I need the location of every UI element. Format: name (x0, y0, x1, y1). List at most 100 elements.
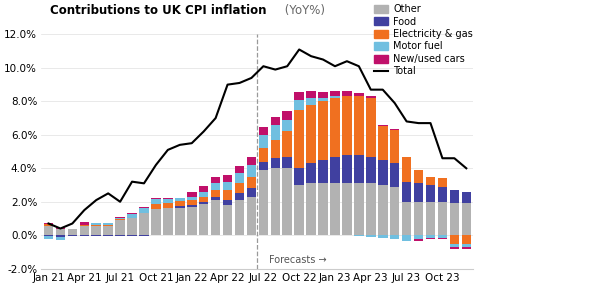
Bar (103, 226, 113, 235)
Bar (115, 220, 125, 235)
Bar (67, 228, 77, 229)
Bar (139, 207, 149, 208)
Bar (307, 183, 316, 235)
Bar (235, 183, 244, 193)
Bar (366, 96, 376, 98)
Bar (461, 244, 471, 247)
Bar (330, 157, 340, 183)
Bar (56, 228, 65, 229)
Bar (307, 105, 316, 163)
Bar (151, 209, 161, 235)
Bar (259, 148, 268, 162)
Bar (390, 187, 399, 235)
Bar (414, 183, 423, 202)
Bar (366, 157, 376, 183)
Bar (271, 140, 280, 158)
Bar (199, 204, 208, 235)
Bar (67, 229, 77, 235)
Bar (378, 160, 387, 185)
Bar (450, 244, 459, 247)
Bar (438, 178, 447, 187)
Bar (223, 200, 232, 205)
Bar (271, 158, 280, 168)
Bar (438, 187, 447, 202)
Bar (294, 92, 304, 100)
Bar (426, 235, 435, 238)
Bar (438, 202, 447, 235)
Bar (175, 198, 185, 201)
Bar (402, 235, 412, 241)
Bar (318, 101, 328, 160)
Bar (127, 235, 137, 236)
Bar (211, 200, 220, 235)
Bar (414, 235, 423, 239)
Bar (330, 96, 340, 98)
Bar (402, 157, 412, 182)
Bar (115, 235, 125, 236)
Bar (438, 238, 447, 239)
Bar (402, 182, 412, 202)
Bar (211, 197, 220, 200)
Bar (259, 162, 268, 170)
Bar (318, 98, 328, 101)
Bar (211, 177, 220, 183)
Bar (175, 208, 185, 235)
Bar (127, 214, 137, 218)
Bar (307, 98, 316, 105)
Bar (282, 157, 292, 168)
Bar (246, 197, 256, 235)
Bar (56, 235, 65, 237)
Bar (450, 203, 459, 235)
Bar (211, 183, 220, 190)
Bar (163, 198, 172, 199)
Bar (246, 188, 256, 197)
Bar (259, 127, 268, 135)
Bar (103, 235, 113, 236)
Bar (139, 213, 149, 214)
Bar (426, 177, 435, 185)
Bar (235, 193, 244, 200)
Bar (80, 235, 89, 236)
Bar (426, 202, 435, 235)
Bar (92, 226, 101, 235)
Bar (414, 239, 423, 241)
Bar (115, 217, 125, 218)
Bar (127, 218, 137, 235)
Bar (271, 117, 280, 125)
Bar (294, 168, 304, 185)
Bar (80, 225, 89, 226)
Bar (366, 98, 376, 157)
Bar (187, 205, 197, 207)
Bar (282, 131, 292, 157)
Bar (151, 199, 161, 204)
Bar (378, 185, 387, 235)
Bar (390, 130, 399, 163)
Bar (330, 183, 340, 235)
Bar (461, 203, 471, 235)
Bar (44, 236, 53, 239)
Bar (318, 183, 328, 235)
Bar (44, 224, 53, 226)
Bar (199, 186, 208, 192)
Bar (187, 197, 197, 200)
Bar (163, 203, 172, 208)
Bar (175, 197, 185, 198)
Bar (223, 205, 232, 235)
Bar (199, 197, 208, 202)
Bar (259, 170, 268, 235)
Bar (378, 235, 387, 238)
Bar (103, 223, 113, 224)
Bar (330, 98, 340, 157)
Bar (354, 96, 364, 155)
Bar (461, 192, 471, 203)
Bar (223, 190, 232, 200)
Bar (44, 235, 53, 236)
Bar (438, 235, 447, 238)
Bar (354, 93, 364, 96)
Bar (56, 229, 65, 235)
Bar (199, 202, 208, 204)
Bar (103, 225, 113, 226)
Bar (378, 125, 387, 127)
Bar (246, 177, 256, 188)
Bar (414, 202, 423, 235)
